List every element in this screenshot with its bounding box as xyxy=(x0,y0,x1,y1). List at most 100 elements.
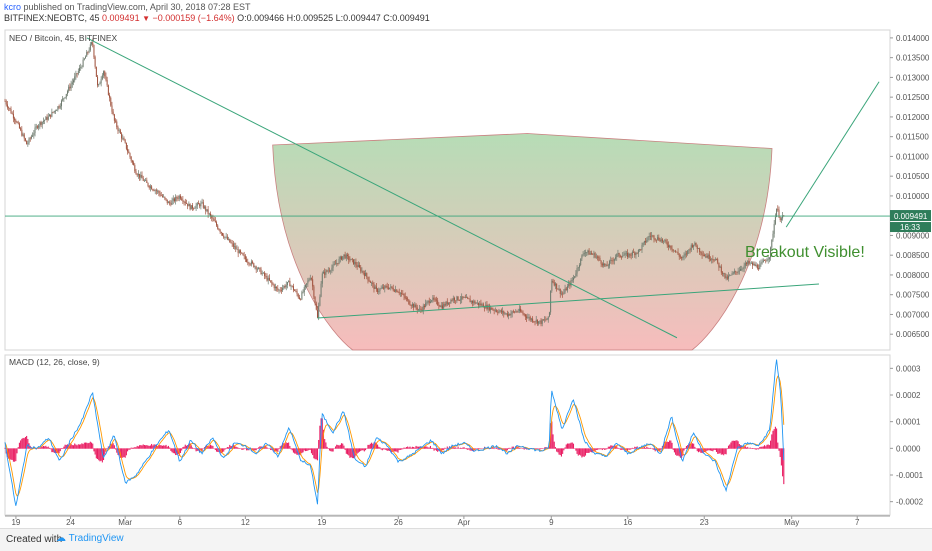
candle-body xyxy=(327,270,328,271)
macd-hist-bar xyxy=(585,448,586,455)
candle-body xyxy=(121,134,122,139)
candle-body xyxy=(191,205,192,209)
macd-hist-bar xyxy=(223,448,224,451)
candle-body xyxy=(478,303,479,305)
candle-body xyxy=(477,303,478,304)
macd-hist-bar xyxy=(692,443,693,448)
macd-hist-bar xyxy=(557,448,558,452)
macd-hist-bar xyxy=(753,448,754,449)
macd-hist-bar xyxy=(764,445,765,449)
macd-hist-bar xyxy=(720,448,721,453)
candle-body xyxy=(736,272,737,273)
brand-label: TradingView xyxy=(69,533,124,544)
macd-hist-bar xyxy=(597,448,598,449)
candle-body xyxy=(551,281,552,291)
candle-body xyxy=(310,278,311,279)
macd-hist-bar xyxy=(50,448,51,449)
x-tick-label: 16 xyxy=(623,518,632,527)
candle-body xyxy=(728,276,729,279)
candle-body xyxy=(13,114,14,119)
macd-hist-bar xyxy=(407,447,408,449)
candle-body xyxy=(247,262,248,263)
candle-body xyxy=(167,200,168,204)
macd-hist-bar xyxy=(191,445,192,449)
candle-body xyxy=(411,305,412,306)
macd-hist-bar xyxy=(62,448,63,449)
macd-hist-bar xyxy=(508,448,509,449)
candle-body xyxy=(732,273,733,275)
candle-body xyxy=(610,260,611,261)
candle-body xyxy=(479,303,480,305)
candle-body xyxy=(454,298,455,300)
candle-body xyxy=(525,314,526,316)
macd-hist-bar xyxy=(717,448,718,453)
candle-body xyxy=(557,289,558,290)
candle-body xyxy=(585,252,586,253)
macd-hist-bar xyxy=(430,446,431,449)
macd-hist-bar xyxy=(608,447,609,449)
candle-body xyxy=(548,316,549,319)
macd-hist-bar xyxy=(694,447,695,449)
candle-body xyxy=(139,174,140,178)
candle-body xyxy=(234,246,235,247)
candle-body xyxy=(111,105,112,111)
macd-hist-bar xyxy=(226,448,227,449)
candle-body xyxy=(86,52,87,57)
macd-hist-bar xyxy=(115,448,116,449)
candle-body xyxy=(190,204,191,209)
macd-hist-bar xyxy=(246,448,247,450)
macd-hist-bar xyxy=(311,448,312,453)
macd-hist-bar xyxy=(290,448,291,449)
candle-body xyxy=(744,266,745,269)
candle-body xyxy=(603,263,604,265)
candle-body xyxy=(123,138,124,140)
macd-hist-bar xyxy=(536,448,537,449)
candle-body xyxy=(446,302,447,306)
candle-body xyxy=(467,297,468,298)
macd-hist-bar xyxy=(397,448,398,452)
tradingview-logo[interactable]: ☁ TradingView xyxy=(56,533,124,544)
x-tick-label: 24 xyxy=(66,518,75,527)
candle-body xyxy=(678,252,679,254)
candle-body xyxy=(132,161,133,163)
candle-body xyxy=(353,259,354,264)
macd-hist-bar xyxy=(405,448,406,449)
macd-hist-bar xyxy=(358,448,359,452)
footer-bar: Created with ☁ TradingView xyxy=(0,528,932,551)
candle-body xyxy=(137,174,138,175)
macd-hist-bar xyxy=(137,446,138,449)
candle-body xyxy=(633,252,634,253)
candle-body xyxy=(458,296,459,300)
x-tick-label: 7 xyxy=(855,518,860,527)
macd-hist-bar xyxy=(98,448,99,460)
candle-body xyxy=(281,290,282,291)
candle-body xyxy=(31,137,32,139)
candle-body xyxy=(436,300,437,301)
macd-hist-bar xyxy=(712,448,713,451)
macd-hist-bar xyxy=(103,448,104,460)
price-chart[interactable]: 0.0140000.0135000.0130000.0125000.012000… xyxy=(0,0,932,528)
macd-hist-bar xyxy=(222,448,223,452)
candle-body xyxy=(389,288,390,289)
candle-body xyxy=(317,310,318,318)
macd-hist-bar xyxy=(401,448,402,449)
candle-body xyxy=(228,239,229,240)
candle-body xyxy=(69,87,70,89)
candle-body xyxy=(503,311,504,314)
macd-hist-bar xyxy=(466,448,467,449)
macd-hist-bar xyxy=(114,445,115,448)
candle-body xyxy=(298,294,299,297)
candle-body xyxy=(271,281,272,283)
macd-hist-bar xyxy=(409,447,410,449)
candle-body xyxy=(441,305,442,306)
macd-hist-bar xyxy=(167,447,168,449)
candle-body xyxy=(145,180,146,181)
candle-body xyxy=(740,269,741,271)
candle-body xyxy=(715,259,716,261)
macd-hist-bar xyxy=(39,448,40,449)
candle-body xyxy=(385,286,386,287)
macd-hist-bar xyxy=(733,441,734,449)
macd-hist-bar xyxy=(781,448,782,465)
candle-body xyxy=(60,106,61,107)
candle-body xyxy=(639,249,640,250)
